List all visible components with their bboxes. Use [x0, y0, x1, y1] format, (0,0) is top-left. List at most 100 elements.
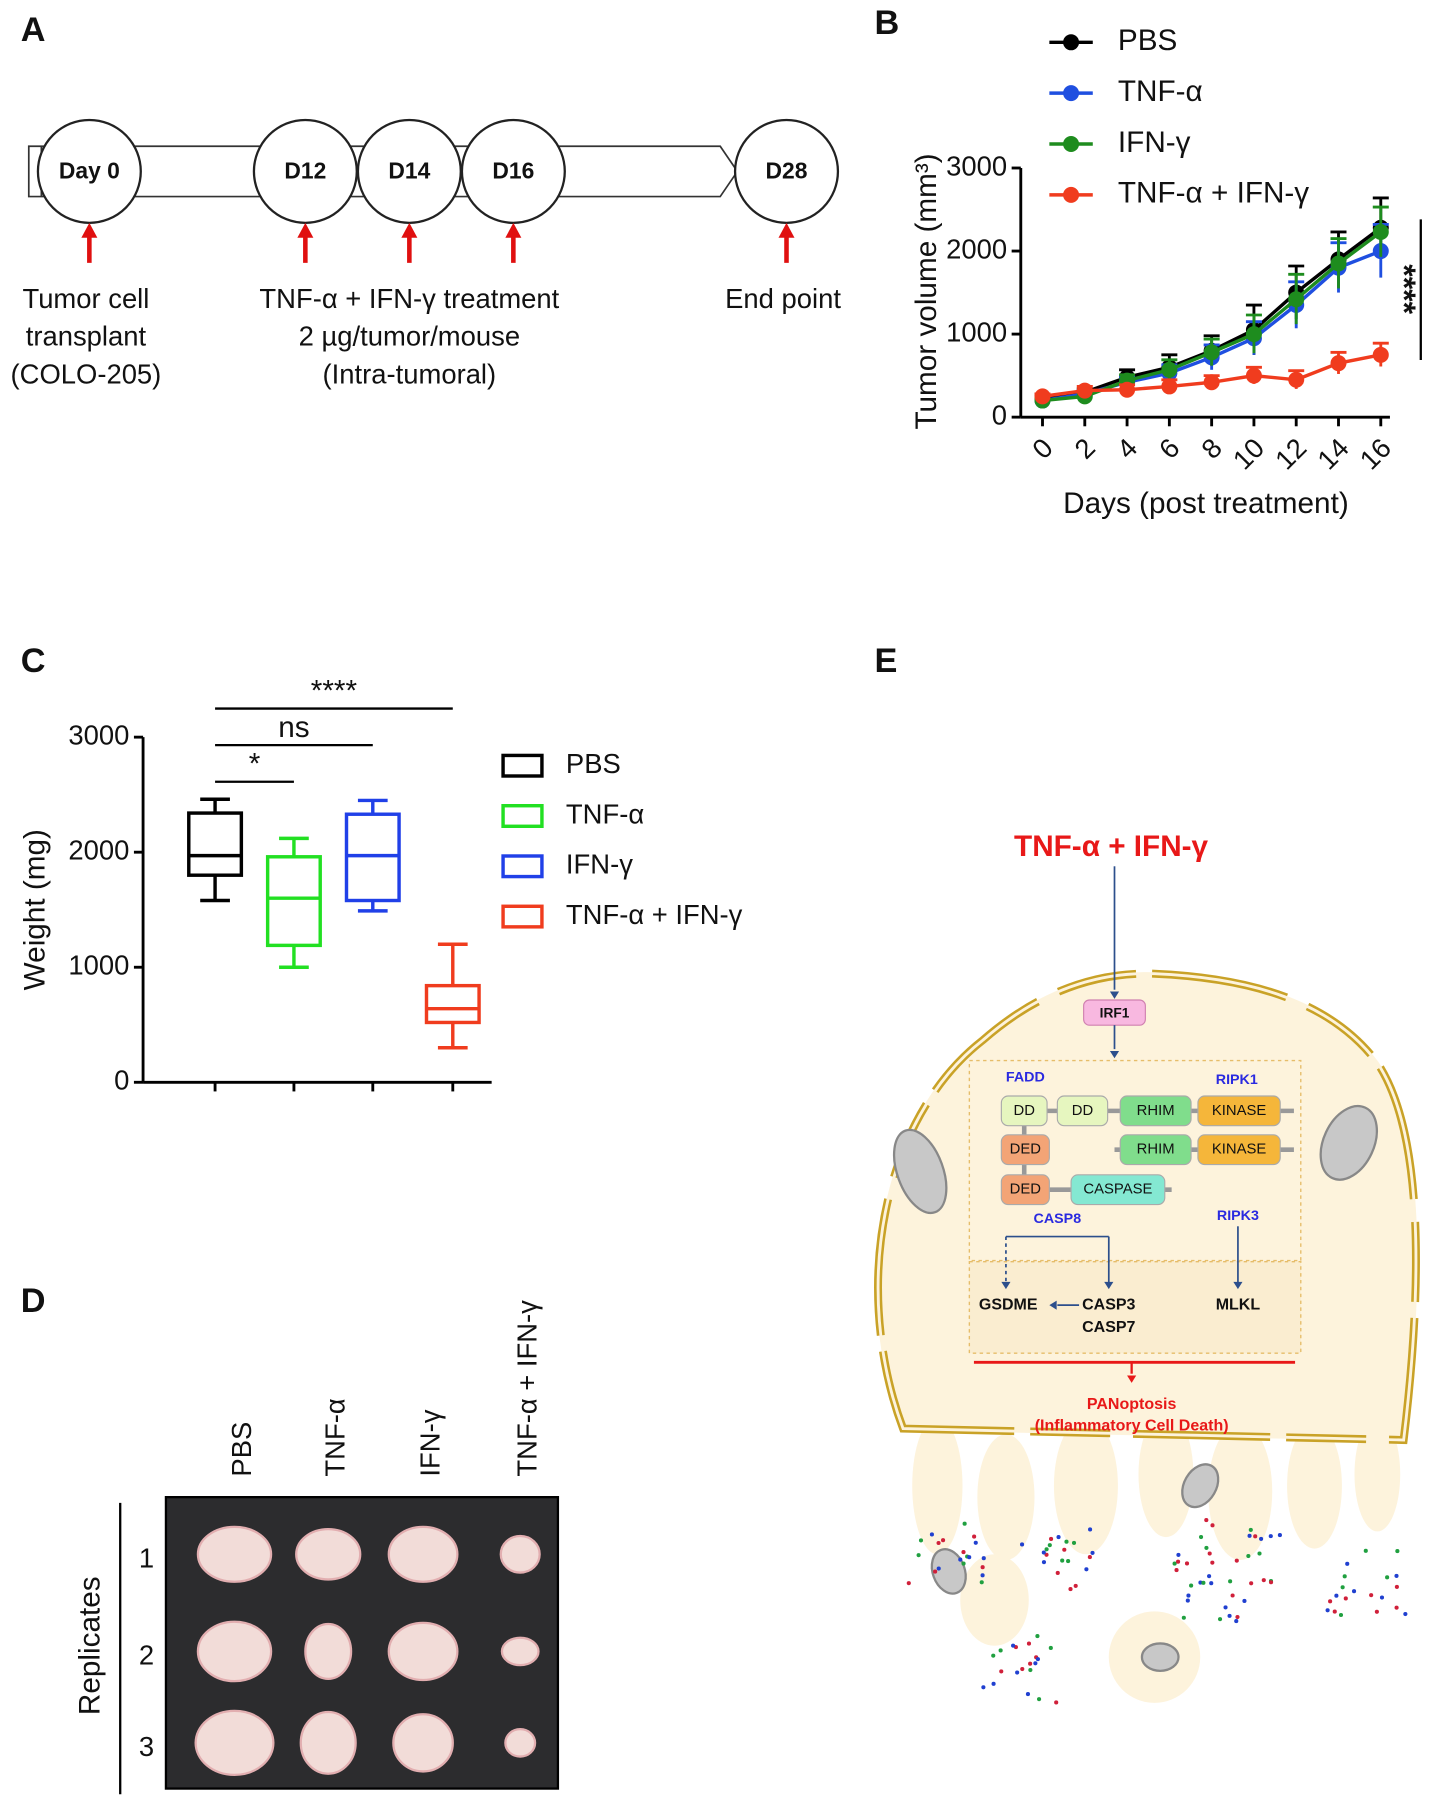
timeline-note: End point [725, 283, 841, 314]
data-point [1245, 367, 1262, 384]
cytokine-dot [999, 1669, 1004, 1674]
legend-marker [1063, 85, 1080, 102]
cytokine-dot [1028, 1661, 1033, 1666]
cytokine-dot [981, 1685, 986, 1690]
box [265, 855, 322, 948]
significance-label: **** [311, 674, 358, 707]
legend-swatch [501, 753, 544, 778]
cytokine-dot [1189, 1583, 1194, 1588]
data-point [1119, 381, 1136, 398]
domain-box [1119, 1134, 1192, 1166]
x-tick-label: 6 [1153, 432, 1186, 465]
y-tick-label: 0 [992, 399, 1007, 430]
significance-label: ns [278, 711, 309, 744]
cytokine-dot [958, 1557, 963, 1562]
column-label: TNF-α + IFN-γ [512, 1300, 543, 1477]
data-point [1203, 344, 1220, 361]
domain-label: DD [1072, 1103, 1094, 1119]
data-point [1076, 382, 1093, 399]
cytokine-dot [1087, 1555, 1092, 1560]
protein-label: MLKL [1216, 1296, 1261, 1313]
cytokine-dot [1071, 1540, 1077, 1545]
cytokine-dot [1056, 1535, 1061, 1540]
legend-label: TNF-α + IFN-γ [1118, 177, 1309, 210]
cytokine-dot [1394, 1584, 1399, 1589]
tumor [196, 1620, 273, 1683]
cytokine-dot [918, 1538, 924, 1543]
tumor [387, 1621, 459, 1682]
cytokine-dot [1334, 1593, 1339, 1598]
cytokine-dot [1345, 1561, 1350, 1566]
cytokine-dot [1259, 1536, 1264, 1541]
legend-marker [1063, 186, 1080, 203]
legend-swatch [501, 904, 544, 929]
cytokine-dot [1394, 1605, 1399, 1610]
mitochondrion [1181, 1463, 1220, 1509]
cytokine-dot [1064, 1539, 1069, 1544]
cytokine-dot [1176, 1559, 1181, 1564]
series-line [1042, 226, 1382, 400]
red-arrow-head [505, 222, 522, 238]
column-label: TNF-α [320, 1398, 351, 1476]
panel-label: E [875, 642, 898, 680]
cytokine-dot [1198, 1580, 1203, 1585]
cell-protrusion [1208, 1422, 1273, 1560]
cytokine-dot [1248, 1527, 1253, 1532]
mitochondrion [930, 1548, 967, 1595]
cytokine-dot [1026, 1641, 1032, 1646]
x-axis-title: Days (post treatment) [1063, 487, 1349, 520]
legend-label: IFN-γ [1118, 126, 1191, 159]
arrow-head [1001, 1281, 1011, 1290]
protein-label: RIPK1 [1216, 1072, 1258, 1088]
arrow-head [1109, 1050, 1120, 1059]
cytokine-dot [1268, 1580, 1274, 1585]
mitochondrion [1140, 1642, 1180, 1672]
domain-label: KINASE [1212, 1103, 1267, 1119]
cytokine-dot [972, 1534, 977, 1539]
data-point [1372, 346, 1389, 363]
legend-marker [1063, 34, 1080, 51]
cytokine-dot [1363, 1548, 1368, 1553]
cytokine-dot [967, 1555, 972, 1560]
cytokine-dot [1054, 1700, 1059, 1705]
cytokine-dot [1037, 1697, 1042, 1702]
domain-label: DD [1013, 1103, 1035, 1119]
cytokine-dot [1186, 1593, 1191, 1598]
cytokine-dot [1234, 1619, 1239, 1624]
cytokine-dot [1253, 1534, 1258, 1539]
x-tick-label: 14 [1311, 432, 1354, 475]
cytokine-dot [961, 1550, 966, 1555]
data-point [1161, 361, 1178, 378]
cytokine-dot [1277, 1533, 1282, 1538]
day-label: D16 [492, 158, 534, 184]
cytokine-dot [1249, 1581, 1254, 1586]
data-point [1288, 291, 1305, 308]
cytokine-dot [1028, 1668, 1033, 1673]
cytokine-dot [979, 1580, 984, 1585]
cytokine-dot [1230, 1593, 1235, 1598]
day-circle [460, 118, 566, 224]
domain-box [1197, 1134, 1281, 1166]
tumor [500, 1636, 540, 1667]
domain-label: RHIM [1137, 1103, 1175, 1119]
timeline-note: (Intra-tumoral) [323, 358, 497, 389]
timeline-note: Tumor cell [22, 283, 149, 314]
arrow-head [1109, 991, 1120, 999]
tumor [504, 1727, 537, 1758]
cytokine-dot [1035, 1657, 1040, 1662]
cytokine-dot [973, 1540, 978, 1545]
cytokine-dot [1041, 1560, 1047, 1565]
cytokine-dot [1209, 1581, 1214, 1586]
cytokine-dot [1332, 1609, 1337, 1614]
cytokine-dot [981, 1556, 986, 1561]
legend-label: PBS [566, 748, 621, 779]
arrow-head [1049, 1300, 1057, 1310]
x-tick-label: 2 [1068, 432, 1101, 465]
cytokine-dot [1228, 1579, 1233, 1584]
effector-box [968, 1261, 1302, 1354]
cytokine-dot [929, 1532, 934, 1537]
arrow-head [1104, 1281, 1114, 1290]
cytokine-dot [1395, 1549, 1400, 1554]
cytokine-dot [1172, 1561, 1177, 1566]
